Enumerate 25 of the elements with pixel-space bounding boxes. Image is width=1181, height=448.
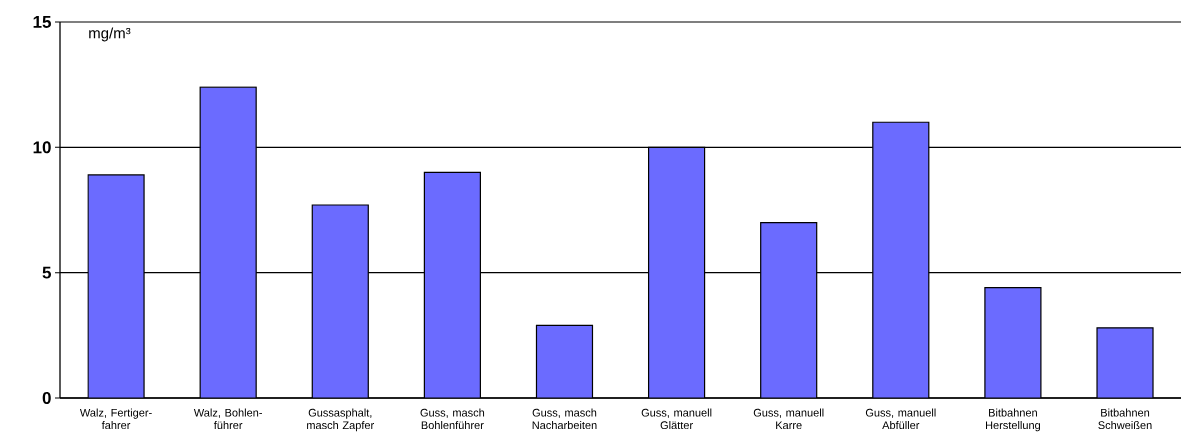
x-tick-label: Walz, Bohlen-führer	[193, 408, 262, 430]
bar	[984, 287, 1042, 398]
y-tick-label: 5	[42, 266, 51, 279]
x-tick-label: Bitbahnen Herstellung	[986, 408, 1041, 432]
bar	[311, 204, 369, 398]
bar	[199, 86, 257, 398]
x-tick-label: Guss, manuell Karre	[753, 408, 824, 430]
y-tick-label: 15	[33, 16, 51, 28]
bar	[760, 221, 818, 398]
y-tick-label: 0	[42, 391, 51, 405]
x-tick-label: Guss, manuell Glätter	[641, 408, 712, 430]
bar	[647, 146, 706, 398]
bar	[1096, 327, 1154, 398]
bar	[87, 174, 145, 398]
bar	[535, 324, 594, 398]
x-tick-label: Gussasphalt, masch Zapfer	[307, 408, 375, 432]
x-tick-label: Guss, masch Bohlenführer	[420, 408, 485, 430]
y-tick-label: 10	[33, 141, 51, 154]
y-axis-title: mg/m³	[89, 27, 131, 42]
x-tick-label: Guss, masch Nacharbeiten	[532, 408, 597, 430]
bar	[423, 171, 481, 398]
x-tick-label: Walz, Fertiger-fahrer	[79, 408, 152, 430]
bar	[872, 121, 930, 398]
x-tick-label: Guss, manuell Abfüller	[865, 408, 936, 430]
x-tick-label: Bitbahnen Schweißen	[1098, 408, 1152, 430]
